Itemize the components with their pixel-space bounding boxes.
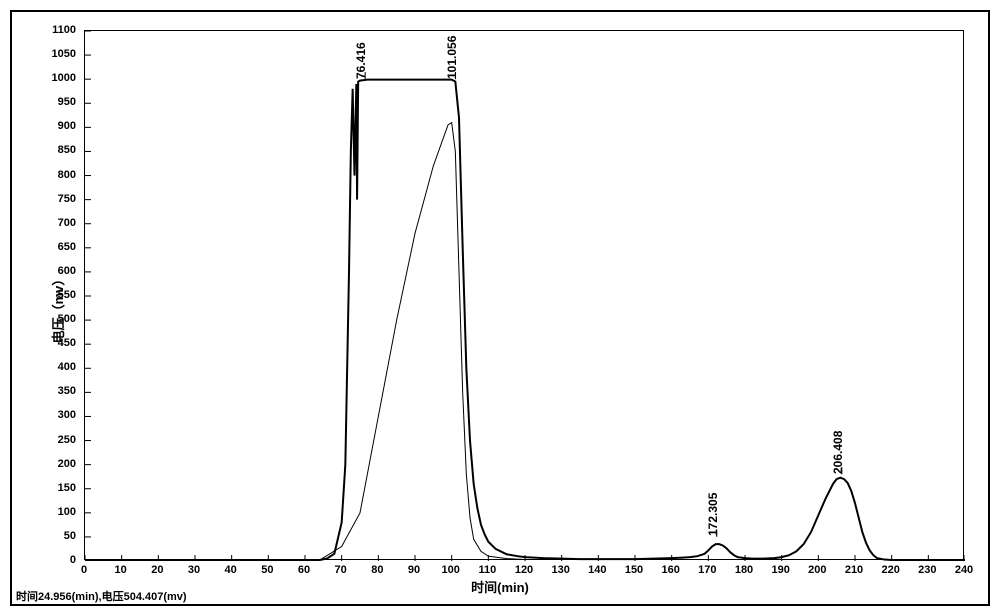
x-tick: 10 xyxy=(115,564,127,576)
peak-label: 206.408 xyxy=(831,430,845,473)
x-tick: 180 xyxy=(735,564,753,576)
x-tick: 150 xyxy=(625,564,643,576)
x-tick: 20 xyxy=(151,564,163,576)
y-tick: 1100 xyxy=(52,24,76,36)
peak-label: 172.305 xyxy=(706,493,720,536)
chart-frame: 电压（mv） 时间(min) 0501001502002503003504004… xyxy=(10,10,990,606)
x-tick: 130 xyxy=(551,564,569,576)
y-tick: 600 xyxy=(58,265,76,277)
y-tick: 700 xyxy=(58,217,76,229)
y-tick: 100 xyxy=(58,506,76,518)
x-tick: 160 xyxy=(661,564,679,576)
x-tick: 210 xyxy=(845,564,863,576)
x-tick: 220 xyxy=(881,564,899,576)
y-tick: 0 xyxy=(70,554,76,566)
x-tick: 70 xyxy=(335,564,347,576)
y-tick: 750 xyxy=(58,193,76,205)
x-tick: 190 xyxy=(771,564,789,576)
x-tick: 50 xyxy=(261,564,273,576)
x-tick: 110 xyxy=(478,564,496,576)
x-tick: 120 xyxy=(515,564,533,576)
y-tick: 550 xyxy=(58,289,76,301)
y-tick: 250 xyxy=(58,434,76,446)
y-axis-label: 电压（mv） xyxy=(48,273,67,344)
x-tick: 170 xyxy=(698,564,716,576)
x-tick: 40 xyxy=(225,564,237,576)
y-tick: 900 xyxy=(58,120,76,132)
y-tick: 500 xyxy=(58,313,76,325)
y-tick: 1000 xyxy=(52,72,76,84)
y-tick: 1050 xyxy=(52,48,76,60)
y-tick: 150 xyxy=(58,482,76,494)
x-tick: 0 xyxy=(81,564,87,576)
y-tick: 350 xyxy=(58,385,76,397)
x-tick: 80 xyxy=(371,564,383,576)
chromatogram-svg xyxy=(85,31,965,561)
x-tick: 60 xyxy=(298,564,310,576)
x-tick: 200 xyxy=(808,564,826,576)
peak-label: 101.056 xyxy=(445,35,459,78)
status-line: 时间24.956(min),电压504.407(mv) xyxy=(16,588,187,604)
x-tick: 140 xyxy=(588,564,606,576)
x-tick: 240 xyxy=(955,564,973,576)
y-tick: 800 xyxy=(58,169,76,181)
x-tick: 30 xyxy=(188,564,200,576)
y-tick: 450 xyxy=(58,337,76,349)
y-tick: 850 xyxy=(58,144,76,156)
y-tick: 200 xyxy=(58,458,76,470)
x-tick: 100 xyxy=(441,564,459,576)
y-tick: 650 xyxy=(58,241,76,253)
peak-label: 76.416 xyxy=(354,42,368,79)
y-tick: 300 xyxy=(58,409,76,421)
x-tick: 90 xyxy=(408,564,420,576)
plot-area xyxy=(84,30,964,560)
y-tick: 950 xyxy=(58,96,76,108)
x-tick: 230 xyxy=(918,564,936,576)
x-axis-label: 时间(min) xyxy=(471,577,529,596)
y-tick: 50 xyxy=(64,530,76,542)
y-tick: 400 xyxy=(58,361,76,373)
